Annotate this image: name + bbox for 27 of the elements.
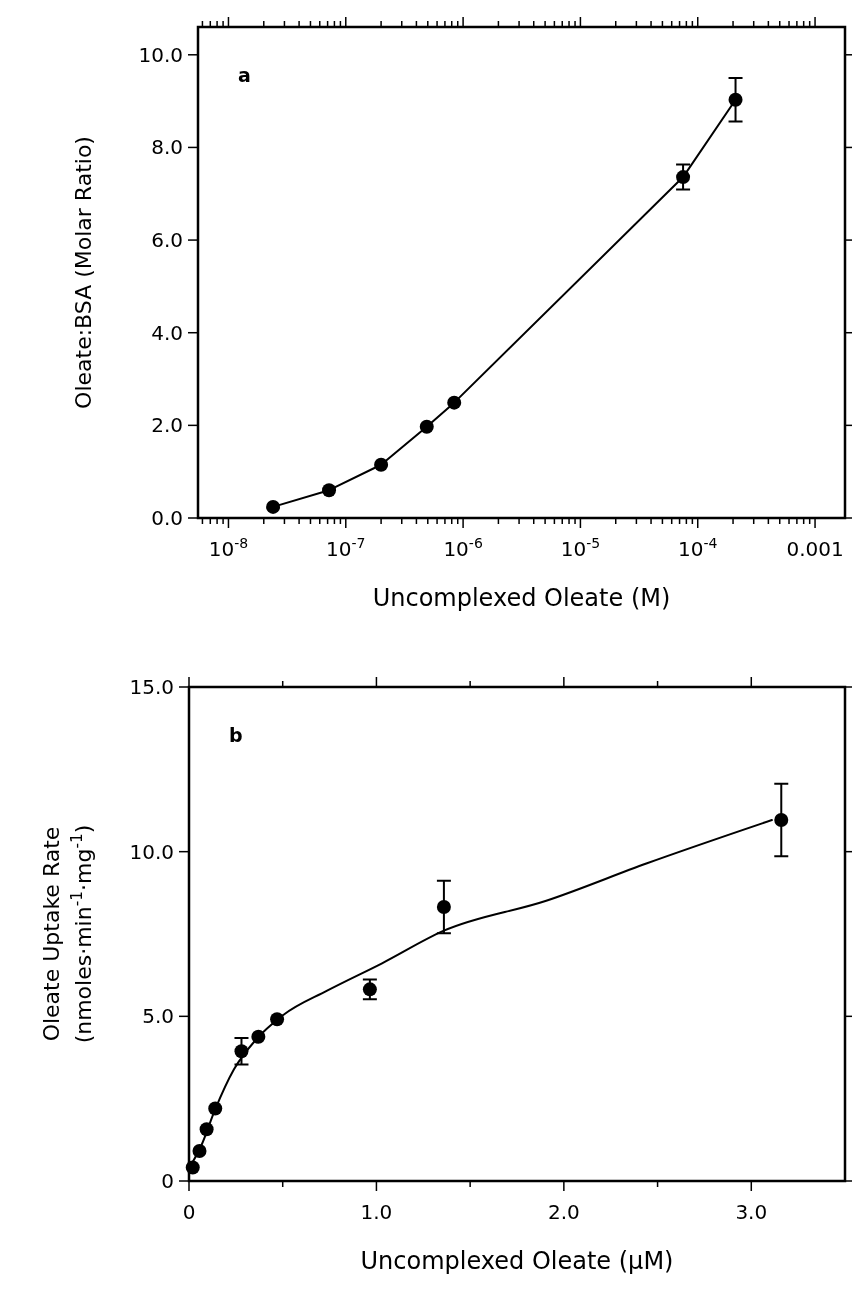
y-tick-label: 8.0	[151, 135, 183, 160]
x-tick-label: 10$^{-5}$	[560, 535, 601, 561]
x-tick-label: 10$^{-7}$	[326, 535, 366, 561]
x-tick-label: 3.0	[735, 1200, 768, 1224]
x-tick-label: 10$^{-6}$	[443, 535, 483, 561]
point	[436, 900, 451, 914]
x-axis-title: Uncomplexed Oleate (μM)	[360, 1247, 674, 1275]
y-tick-label: 10.0	[129, 839, 174, 864]
x-tick-label: 2.0	[547, 1200, 580, 1224]
x-tick-label: 10$^{-4}$	[678, 535, 718, 561]
y-tick-label: 10.0	[138, 42, 183, 67]
x-tick-label: 0.001	[786, 537, 844, 561]
y-tick-label: 4.0	[151, 320, 183, 345]
y-tick-label: 5.0	[142, 1004, 174, 1029]
y-tick-label: 2.0	[151, 413, 183, 438]
x-axis-title: Uncomplexed Oleate (M)	[372, 584, 671, 612]
y-axis-title: Oleate:BSA (Molar Ratio)	[71, 136, 96, 409]
x-tick-label: 1.0	[360, 1200, 393, 1224]
y-tick-label: 15.0	[129, 675, 174, 699]
annotation: b	[229, 724, 243, 746]
y-tick-label: 0	[161, 1169, 174, 1193]
y-tick-label: 6.0	[151, 228, 183, 253]
y-tick-label: 0.0	[151, 506, 183, 530]
point	[774, 813, 789, 828]
point	[185, 1160, 200, 1175]
x-tick-label: 10$^{-8}$	[208, 535, 249, 561]
annotation: a	[238, 64, 251, 86]
